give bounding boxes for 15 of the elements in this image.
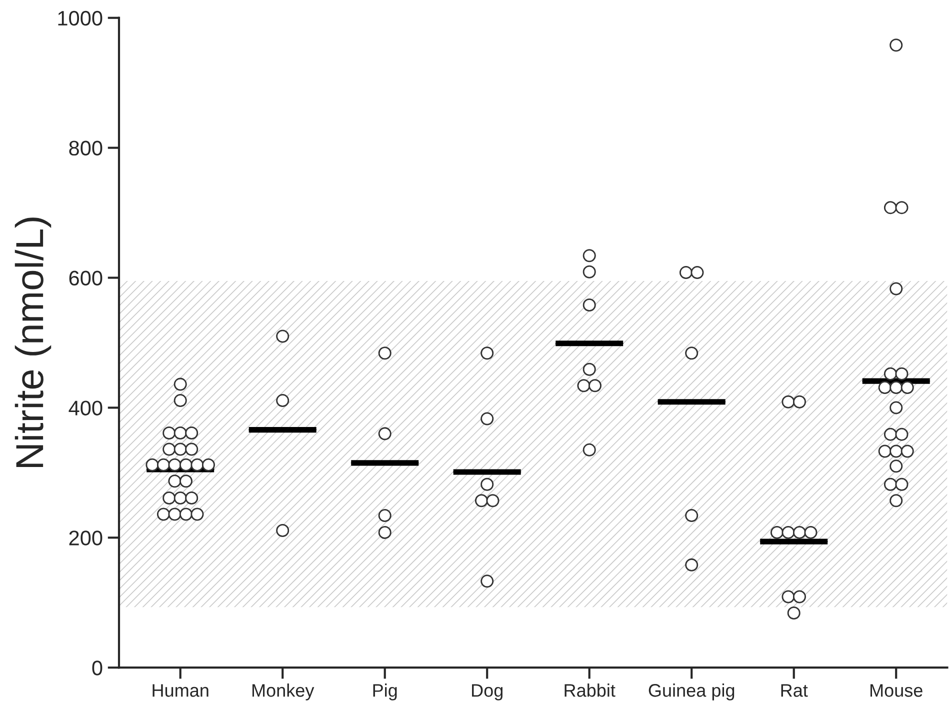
x-tick-label: Human <box>152 684 208 697</box>
x-tick-label: Dog <box>472 684 503 700</box>
x-tick-label: Pig <box>373 684 397 700</box>
y-tick-label: 0 <box>92 660 102 676</box>
x-tick-label: Rat <box>781 684 808 697</box>
x-tick-label: Rabbit <box>564 684 616 697</box>
y-tick-label: 200 <box>69 530 102 546</box>
y-tick-label: 600 <box>69 270 102 286</box>
y-axis-title: Nitrite (nmol/L) <box>14 218 52 468</box>
x-tick-label: Guinea pig <box>648 684 734 700</box>
y-tick-label: 400 <box>68 400 102 416</box>
y-tick-label: 1000 <box>58 10 102 26</box>
x-tick-label: Mouse <box>870 684 922 697</box>
y-tick-label: 800 <box>69 140 102 156</box>
x-tick-label: Monkey <box>252 684 314 700</box>
